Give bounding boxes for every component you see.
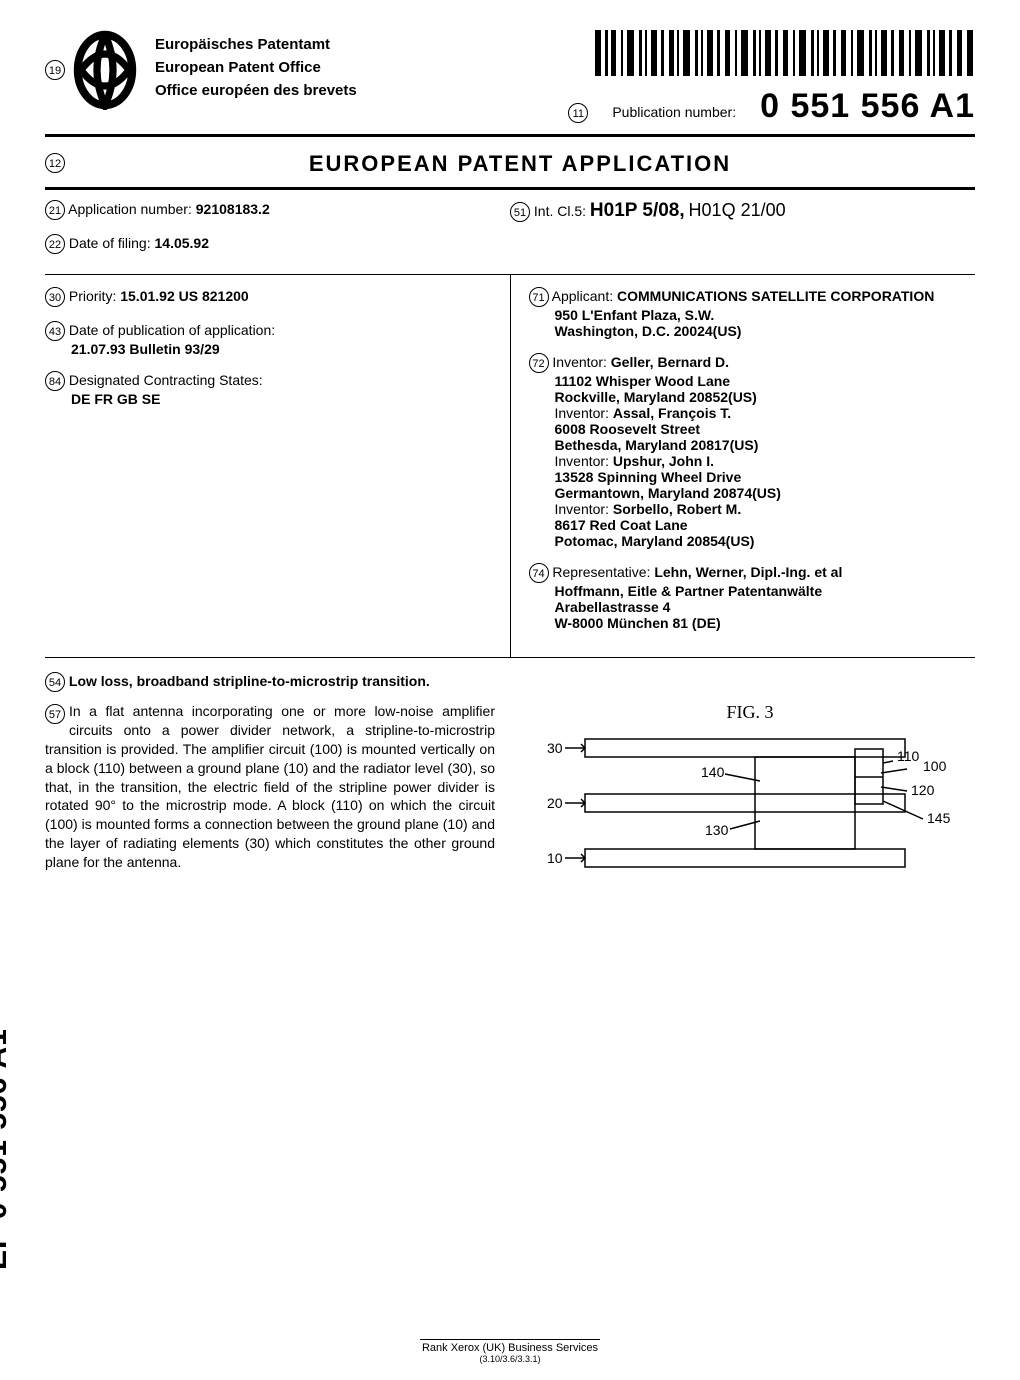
application-number: 92108183.2 xyxy=(196,201,270,217)
fig-label-100: 100 xyxy=(923,758,947,774)
pubdate-label: Date of publication of application: xyxy=(69,322,275,338)
applicant-addr1: 950 L'Enfant Plaza, S.W. xyxy=(555,307,976,323)
rep-addr3: W-8000 München 81 (DE) xyxy=(555,615,976,631)
fig-label-130: 130 xyxy=(705,822,729,838)
field-57: 57 xyxy=(45,704,65,724)
field-21: 21 xyxy=(45,200,65,220)
classification-col: 51 Int. Cl.5: H01P 5/08, H01Q 21/00 xyxy=(510,200,975,262)
footer-line2: (3.10/3.6/3.3.1) xyxy=(0,1354,1020,1364)
field-11: 11 xyxy=(568,103,588,123)
applicant-name: COMMUNICATIONS SATELLITE CORPORATION xyxy=(617,288,934,304)
office-name-fr: Office européen des brevets xyxy=(155,82,357,99)
field-22: 22 xyxy=(45,234,65,254)
inv3-name: Upshur, John I. xyxy=(613,453,714,469)
abstract-row: 57 In a flat antenna incorporating one o… xyxy=(45,702,975,892)
field-54: 54 xyxy=(45,672,65,692)
doc-kind-title: EUROPEAN PATENT APPLICATION xyxy=(45,151,975,177)
inventor-label: Inventor: xyxy=(552,354,606,370)
publication-label: Publication number: xyxy=(612,104,736,120)
spine-number: EP 0 551 556 A1 xyxy=(0,1028,14,1270)
figure-3-drawing: 30 20 10 140 130 110 100 120 145 xyxy=(525,729,965,889)
inv1-addr1: 11102 Whisper Wood Lane xyxy=(555,373,976,389)
application-classification-row: 21 Application number: 92108183.2 22 Dat… xyxy=(45,190,975,275)
epo-logo-icon xyxy=(65,30,145,110)
field-72: 72 xyxy=(529,353,549,373)
inv4-addr1: 8617 Red Coat Lane xyxy=(555,517,976,533)
field-12: 12 xyxy=(45,153,65,173)
field-84: 84 xyxy=(45,371,65,391)
office-names: Europäisches Patentamt European Patent O… xyxy=(155,36,357,105)
doc-kind-row: 12 EUROPEAN PATENT APPLICATION xyxy=(45,145,975,190)
fig-label-30: 30 xyxy=(547,740,563,756)
intcl-label: Int. Cl.5: xyxy=(534,203,586,219)
fig-label-20: 20 xyxy=(547,795,563,811)
inv1-name: Geller, Bernard D. xyxy=(611,354,729,370)
barcode-icon xyxy=(595,30,975,76)
application-number-label: Application number: xyxy=(68,201,192,217)
field-51: 51 xyxy=(510,202,530,222)
office-name-de: Europäisches Patentamt xyxy=(155,36,357,53)
fig-label-110: 110 xyxy=(897,748,920,764)
representative-label: Representative: xyxy=(552,564,650,580)
figure-column: FIG. 3 xyxy=(525,702,975,892)
priority-label: Priority: xyxy=(69,288,116,304)
inv2-name: Assal, François T. xyxy=(613,405,731,421)
inv1-addr2: Rockville, Maryland 20852(US) xyxy=(555,389,976,405)
pubdate-value: 21.07.93 Bulletin 93/29 xyxy=(71,341,492,357)
field-43: 43 xyxy=(45,321,65,341)
intcl-main: H01P 5/08, xyxy=(590,200,685,221)
epo-logo-block: Europäisches Patentamt European Patent O… xyxy=(65,30,357,110)
intcl-sub: H01Q 21/00 xyxy=(689,200,786,220)
invention-title-row: 54 Low loss, broadband stripline-to-micr… xyxy=(45,658,975,702)
applicant-label: Applicant: xyxy=(552,288,613,304)
publication-number: 0 551 556 A1 xyxy=(760,87,975,126)
biblio-left: 30 Priority: 15.01.92 US 821200 43 Date … xyxy=(45,275,511,657)
inv4-addr2: Potomac, Maryland 20854(US) xyxy=(555,533,976,549)
field-74: 74 xyxy=(529,563,549,583)
filing-date-label: Date of filing: xyxy=(69,235,151,251)
states-label: Designated Contracting States: xyxy=(69,372,263,388)
priority-value: 15.01.92 US 821200 xyxy=(120,288,248,304)
header: 19 Europäisches Patentamt European Paten… xyxy=(45,30,975,137)
fig-label-10: 10 xyxy=(547,850,563,866)
rep-addr1: Hoffmann, Eitle & Partner Patentanwälte xyxy=(555,583,976,599)
inv2-label: Inventor: xyxy=(555,405,609,421)
field-30: 30 xyxy=(45,287,65,307)
application-col: 21 Application number: 92108183.2 22 Dat… xyxy=(45,200,510,262)
office-name-en: European Patent Office xyxy=(155,59,357,76)
abstract-text: In a flat antenna incorporating one or m… xyxy=(45,703,495,870)
biblio-row: 30 Priority: 15.01.92 US 821200 43 Date … xyxy=(45,275,975,658)
publication-line: 11 Publication number: 0 551 556 A1 xyxy=(568,87,975,126)
rep-name: Lehn, Werner, Dipl.-Ing. et al xyxy=(654,564,842,580)
inv2-addr1: 6008 Roosevelt Street xyxy=(555,421,976,437)
inv2-addr2: Bethesda, Maryland 20817(US) xyxy=(555,437,976,453)
field-71: 71 xyxy=(529,287,549,307)
footer-line1: Rank Xerox (UK) Business Services xyxy=(0,1342,1020,1354)
figure-caption: FIG. 3 xyxy=(525,702,975,723)
states-value: DE FR GB SE xyxy=(71,391,492,407)
biblio-right: 71 Applicant: COMMUNICATIONS SATELLITE C… xyxy=(511,275,976,657)
invention-title: Low loss, broadband stripline-to-microst… xyxy=(69,673,430,689)
fig-label-145: 145 xyxy=(927,810,951,826)
barcode-block: 11 Publication number: 0 551 556 A1 xyxy=(568,30,975,126)
fig-label-140: 140 xyxy=(701,764,725,780)
field-19: 19 xyxy=(45,60,65,80)
applicant-addr2: Washington, D.C. 20024(US) xyxy=(555,323,976,339)
inv3-addr2: Germantown, Maryland 20874(US) xyxy=(555,485,976,501)
inv3-addr1: 13528 Spinning Wheel Drive xyxy=(555,469,976,485)
inv4-name: Sorbello, Robert M. xyxy=(613,501,741,517)
rep-addr2: Arabellastrasse 4 xyxy=(555,599,976,615)
inv3-label: Inventor: xyxy=(555,453,609,469)
inv4-label: Inventor: xyxy=(555,501,609,517)
abstract-column: 57 In a flat antenna incorporating one o… xyxy=(45,702,495,892)
footer: Rank Xerox (UK) Business Services (3.10/… xyxy=(0,1339,1020,1364)
filing-date: 14.05.92 xyxy=(155,235,210,251)
fig-label-120: 120 xyxy=(911,782,935,798)
